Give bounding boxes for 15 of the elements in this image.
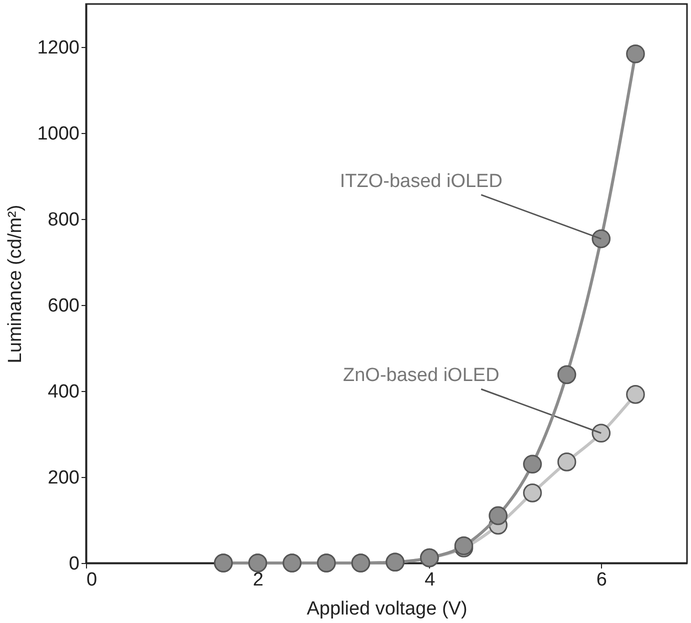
x-tick-label: 6 [596,570,607,590]
x-tick-label: 2 [252,570,264,590]
y-tick-label: 400 [48,382,80,402]
y-tick-label: 1200 [37,38,80,58]
y-tick-label: 600 [48,296,80,316]
y-tick-label: 200 [48,468,80,488]
y-tick-label: 800 [48,210,80,230]
y-axis-title: Luminance (cd/m²) [5,204,26,364]
x-tick-label: 0 [86,570,98,590]
y-tick-label: 0 [68,554,80,574]
y-tick-label: 1000 [37,124,80,144]
text: ITZO-based iOLED [340,170,502,192]
text: ZnO-based iOLED [342,365,500,386]
x-axis-title: Applied voltage (V) [306,598,468,620]
x-tick-label: 4 [424,570,436,590]
